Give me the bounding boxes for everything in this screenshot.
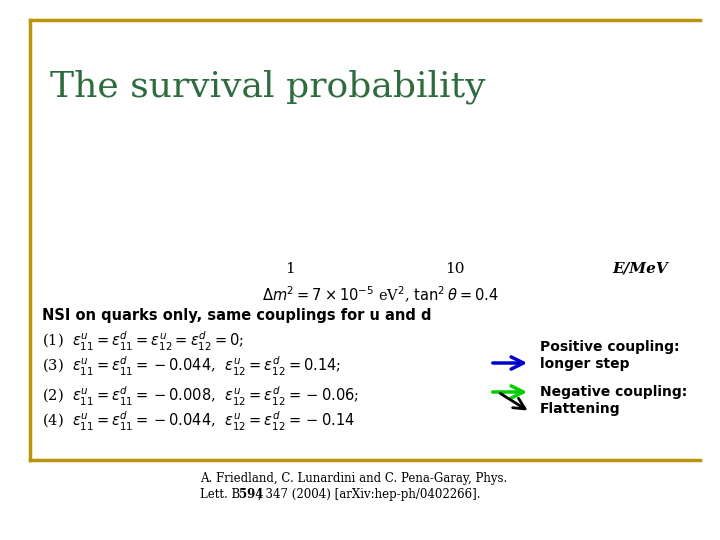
Text: Negative coupling:: Negative coupling: (540, 385, 688, 399)
Text: $\Delta m^2 = 7 \times 10^{-5}$ eV$^2$, $\tan^2\theta = 0.4$: $\Delta m^2 = 7 \times 10^{-5}$ eV$^2$, … (262, 285, 498, 305)
Text: (1)  $\epsilon^u_{11} = \epsilon^d_{11} = \epsilon^u_{12} = \epsilon^d_{12} = 0$: (1) $\epsilon^u_{11} = \epsilon^d_{11} =… (42, 330, 244, 353)
Text: Positive coupling:: Positive coupling: (540, 340, 680, 354)
Text: A. Friedland, C. Lunardini and C. Pena-Garay, Phys.: A. Friedland, C. Lunardini and C. Pena-G… (200, 472, 508, 485)
Text: (4)  $\epsilon^u_{11} = \epsilon^d_{11} = -0.044$,  $\epsilon^u_{12} = \epsilon^: (4) $\epsilon^u_{11} = \epsilon^d_{11} =… (42, 410, 355, 433)
Text: E/MeV: E/MeV (612, 262, 668, 276)
Text: , 347 (2004) [arXiv:hep-ph/0402266].: , 347 (2004) [arXiv:hep-ph/0402266]. (258, 488, 480, 501)
Text: 10: 10 (445, 262, 464, 276)
Text: The survival probability: The survival probability (50, 70, 485, 105)
Text: NSI on quarks only, same couplings for u and d: NSI on quarks only, same couplings for u… (42, 308, 431, 323)
Text: (3)  $\epsilon^u_{11} = \epsilon^d_{11} = -0.044$,  $\epsilon^u_{12} = \epsilon^: (3) $\epsilon^u_{11} = \epsilon^d_{11} =… (42, 355, 341, 378)
Text: (2)  $\epsilon^u_{11} = \epsilon^d_{11} = -0.008$,  $\epsilon^u_{12} = \epsilon^: (2) $\epsilon^u_{11} = \epsilon^d_{11} =… (42, 385, 359, 408)
Text: Flattening: Flattening (540, 402, 621, 416)
Text: 594: 594 (239, 488, 264, 501)
Text: Lett. B: Lett. B (200, 488, 244, 501)
Text: longer step: longer step (540, 357, 629, 371)
Text: 1: 1 (285, 262, 295, 276)
